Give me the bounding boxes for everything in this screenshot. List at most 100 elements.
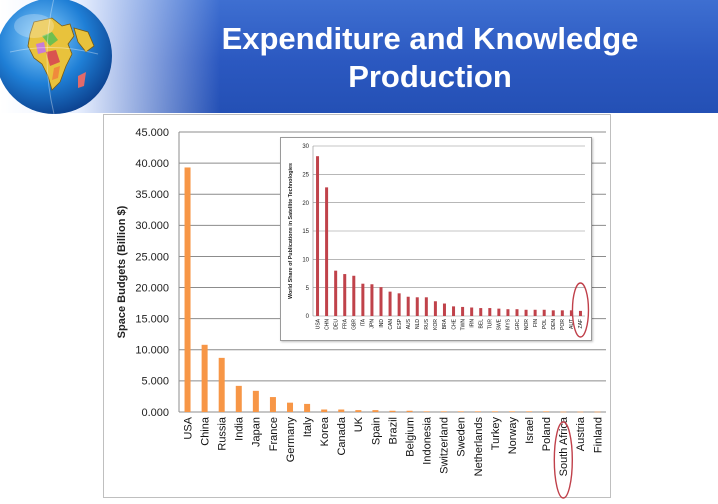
- category-label: MYS: [506, 318, 512, 330]
- category-label: AUT: [569, 319, 575, 329]
- y-tick-label: 0: [306, 314, 310, 320]
- category-label: Turkey: [490, 417, 502, 451]
- category-label: CHN: [324, 319, 330, 330]
- bar: [577, 411, 584, 413]
- bar: [235, 385, 242, 412]
- globe-icon: [0, 0, 112, 115]
- y-tick-label: 15: [302, 229, 309, 235]
- bar: [533, 309, 537, 316]
- bar: [474, 411, 481, 412]
- title-banner: Expenditure and Knowledge Production: [0, 0, 718, 115]
- category-label: TUR: [488, 319, 494, 330]
- category-label: India: [234, 416, 246, 441]
- bar: [389, 410, 396, 412]
- y-tick-label: 30: [302, 144, 309, 150]
- slide-title: Expenditure and Knowledge Production: [160, 20, 700, 96]
- y-tick-label: 0.000: [141, 407, 169, 419]
- bar: [470, 307, 474, 316]
- highlight-ellipse: [571, 282, 590, 338]
- category-label: RUS: [424, 318, 430, 329]
- y-tick-label: 5.000: [141, 376, 169, 388]
- category-label: AUS: [406, 318, 412, 329]
- bar: [406, 296, 410, 316]
- bar: [334, 270, 338, 316]
- y-tick-label: 35.000: [135, 189, 169, 201]
- bar: [184, 167, 191, 412]
- bar: [524, 309, 528, 316]
- bar: [423, 411, 430, 412]
- bar: [578, 310, 582, 316]
- y-tick-label: 10.000: [135, 345, 169, 357]
- y-tick-label: 40.000: [135, 158, 169, 170]
- bar: [560, 310, 564, 316]
- bar: [569, 310, 573, 316]
- category-label: France: [268, 417, 280, 451]
- y-tick-label: 15.000: [135, 314, 169, 326]
- category-label: South Africa: [558, 416, 570, 476]
- category-label: SWE: [497, 318, 503, 330]
- y-tick-label: 20.000: [135, 282, 169, 294]
- bar: [542, 309, 546, 316]
- bar: [352, 275, 356, 316]
- y-tick-label: 10: [302, 257, 309, 263]
- bar: [457, 411, 464, 412]
- bar: [509, 411, 516, 412]
- category-label: FIN: [533, 319, 539, 327]
- category-label: JPN: [370, 319, 376, 329]
- category-label: NOR: [524, 319, 530, 331]
- bar: [361, 283, 365, 316]
- category-label: Poland: [541, 417, 553, 451]
- category-label: POR: [560, 319, 566, 330]
- bar: [506, 309, 510, 316]
- category-label: China: [199, 416, 211, 446]
- category-label: Finland: [592, 417, 604, 453]
- bar: [415, 297, 419, 316]
- category-label: Austria: [575, 416, 587, 451]
- bar: [338, 409, 345, 412]
- category-label: Netherlands: [473, 417, 485, 477]
- category-label: Russia: [217, 416, 229, 451]
- bar: [370, 284, 374, 316]
- category-label: Japan: [251, 417, 263, 447]
- category-label: Canada: [336, 416, 348, 455]
- category-label: GBR: [352, 319, 358, 330]
- category-label: Switzerland: [439, 417, 451, 474]
- bar: [379, 287, 383, 316]
- bar: [560, 411, 567, 413]
- bar: [461, 306, 465, 316]
- bar: [515, 309, 519, 316]
- bar: [479, 308, 483, 316]
- bar: [388, 291, 392, 316]
- category-label: USA: [315, 318, 321, 329]
- bar: [442, 303, 446, 316]
- category-label: Sweden: [456, 417, 468, 457]
- category-label: Indonesia: [422, 416, 434, 465]
- category-label: Brazil: [387, 417, 399, 445]
- y-tick-label: 30.000: [135, 220, 169, 232]
- publications-share-chart: 0 5 10 15 20 25 30 World Share of Publications …: [288, 144, 590, 338]
- bar: [433, 301, 437, 316]
- category-label: CAN: [388, 319, 394, 330]
- bar: [321, 409, 328, 412]
- bar: [406, 410, 413, 412]
- bar: [526, 411, 533, 412]
- bar: [218, 357, 225, 412]
- bar: [440, 411, 447, 412]
- category-label: Belgium: [404, 417, 416, 457]
- category-label: TWN: [460, 319, 466, 331]
- y-tick-label: 20: [302, 201, 309, 207]
- bar: [325, 187, 329, 316]
- bar: [355, 410, 362, 412]
- category-label: CHE: [451, 318, 457, 329]
- category-label: ESP: [397, 318, 403, 329]
- highlight-ellipse: [553, 421, 573, 499]
- inset-chart-panel: 0 5 10 15 20 25 30 World Share of Publications …: [280, 137, 592, 341]
- bar: [372, 410, 379, 412]
- category-label: NLD: [415, 319, 421, 329]
- y-tick-label: 25: [302, 172, 309, 178]
- y-axis-title: World Share of Publications in Satellite…: [288, 163, 294, 299]
- category-label: Korea: [319, 416, 331, 446]
- slide-title-line2: Production: [348, 59, 512, 94]
- bar: [304, 403, 311, 412]
- category-label: IRN: [469, 319, 475, 328]
